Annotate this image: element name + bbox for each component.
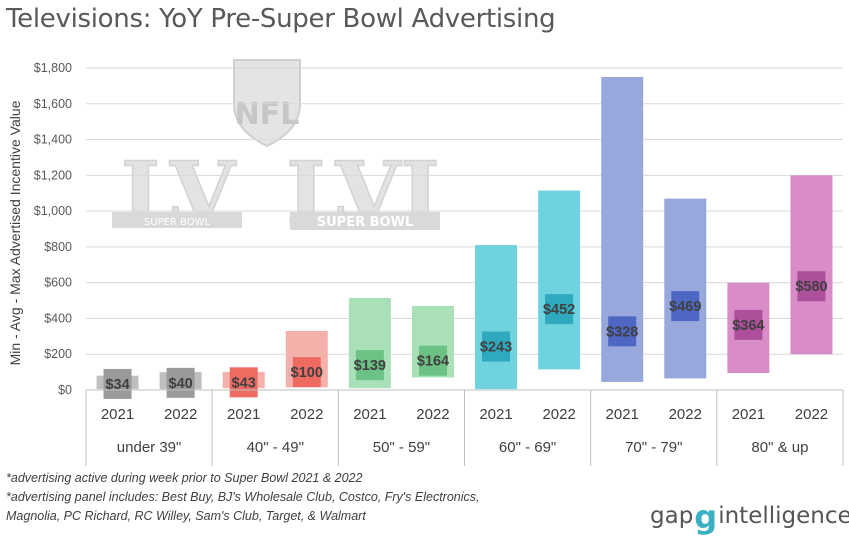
avg-marker xyxy=(482,331,511,362)
chart-title: Televisions: YoY Pre-Super Bowl Advertis… xyxy=(6,4,556,34)
bars: $34 $40 $43 $100 $139 $164 $243 $452 $328 $469 $36… xyxy=(96,76,833,399)
x-year-label: 2021 xyxy=(606,406,639,423)
avg-label: $580 xyxy=(795,279,827,295)
super-bowl-banner-1 xyxy=(112,212,242,228)
footnote-2: *advertising panel includes: Best Buy, B… xyxy=(6,490,480,504)
avg-marker xyxy=(608,316,637,347)
range-bar xyxy=(538,190,581,370)
avg-label: $364 xyxy=(732,318,764,334)
nfl-text: NFL xyxy=(235,97,300,132)
avg-label: $328 xyxy=(606,324,638,340)
avg-label: $43 xyxy=(232,375,256,391)
x-year-label: 2021 xyxy=(353,406,386,423)
range-bar xyxy=(790,175,833,355)
x-year-label: 2021 xyxy=(479,406,512,423)
range-bar xyxy=(664,198,707,379)
y-tick-label: $1,600 xyxy=(34,97,72,111)
brand-right: intelligence xyxy=(718,503,849,529)
y-tick-label: $1,800 xyxy=(34,61,72,75)
avg-marker xyxy=(545,294,574,325)
super-bowl-banner-2 xyxy=(290,212,440,230)
gap-intelligence-logo: gapgintelligence xyxy=(650,493,849,536)
x-year-label: 2022 xyxy=(164,406,197,423)
avg-label: $34 xyxy=(105,377,129,393)
y-tick-label: $800 xyxy=(44,240,72,254)
y-tick-label: $1,200 xyxy=(34,168,72,182)
x-group-label: 60" - 69" xyxy=(499,439,556,456)
avg-label: $139 xyxy=(354,358,386,374)
avg-marker xyxy=(418,345,447,376)
avg-marker xyxy=(292,357,321,388)
footnote-1: *advertising active during week prior to… xyxy=(6,471,363,485)
x-year-label: 2021 xyxy=(101,406,134,423)
x-year-label: 2022 xyxy=(416,406,449,423)
y-tick-label: $1,000 xyxy=(34,204,72,218)
avg-label: $243 xyxy=(480,340,512,356)
avg-label: $452 xyxy=(543,302,575,318)
x-year-label: 2022 xyxy=(795,406,828,423)
x-year-label: 2022 xyxy=(542,406,575,423)
y-tick-label: $0 xyxy=(58,383,72,397)
y-axis-ticks: $0 $200 $400 $600 $800 $1,000 $1,200 $1,400 $1,6… xyxy=(34,61,72,397)
avg-marker xyxy=(797,271,826,302)
x-group-label: 70" - 79" xyxy=(625,439,682,456)
avg-label: $164 xyxy=(417,354,449,370)
avg-marker xyxy=(103,368,132,399)
x-axis: 2021 2022 under 39" 2021 2022 40" - 49" 2021 20… xyxy=(85,389,844,466)
avg-marker xyxy=(355,350,384,381)
x-year-label: 2022 xyxy=(669,406,702,423)
avg-marker xyxy=(166,367,195,398)
y-tick-label: $200 xyxy=(44,347,72,361)
x-group-label: 40" - 49" xyxy=(247,439,304,456)
x-year-label: 2022 xyxy=(290,406,323,423)
y-axis-label: Min - Avg - Max Advertised Incentive Val… xyxy=(7,100,23,365)
footnote-3: Magnolia, PC Richard, RC Willey, Sam's C… xyxy=(6,509,366,523)
super-bowl-text-1: SUPER BOWL xyxy=(144,217,211,228)
y-tick-label: $1,400 xyxy=(34,133,72,147)
avg-label: $40 xyxy=(169,376,193,392)
x-group-label: under 39" xyxy=(117,439,182,456)
avg-label: $469 xyxy=(669,299,701,315)
x-year-label: 2021 xyxy=(732,406,765,423)
x-year-label: 2021 xyxy=(227,406,260,423)
super-bowl-text-2: SUPER BOWL xyxy=(317,215,413,230)
avg-marker xyxy=(229,367,258,398)
x-group-label: 80" & up xyxy=(751,439,808,456)
x-group-label: 50" - 59" xyxy=(373,439,430,456)
nfl-shield-icon xyxy=(233,59,301,148)
brand-g-mark: g xyxy=(694,498,718,536)
avg-marker xyxy=(671,291,700,322)
avg-marker xyxy=(734,309,763,340)
range-bar xyxy=(475,245,518,390)
y-tick-label: $600 xyxy=(44,276,72,290)
y-tick-label: $400 xyxy=(44,311,72,325)
avg-label: $100 xyxy=(291,365,323,381)
brand-left: gap xyxy=(650,503,694,529)
